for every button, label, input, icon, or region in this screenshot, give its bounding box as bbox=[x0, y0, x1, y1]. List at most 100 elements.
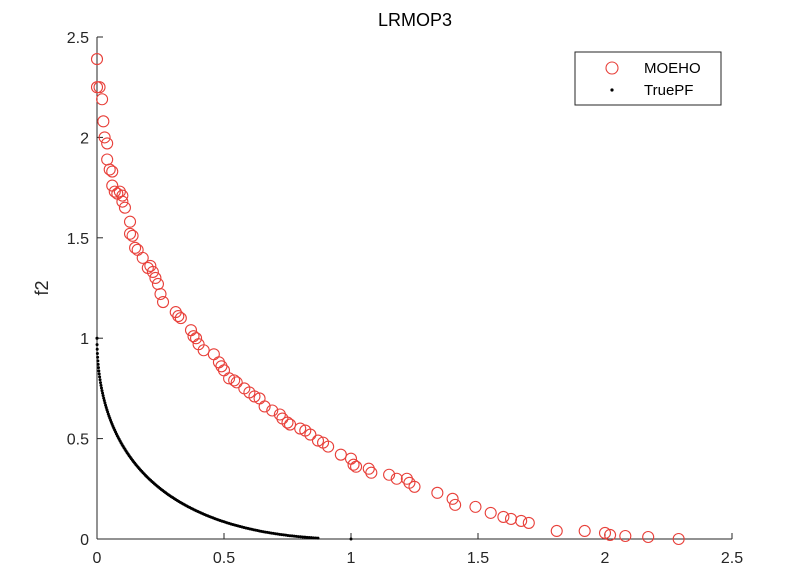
moeho-point bbox=[174, 312, 187, 325]
legend-moeho-marker bbox=[605, 61, 619, 75]
legend: MOEHO TruePF bbox=[574, 51, 722, 106]
moeho-point bbox=[103, 163, 116, 176]
moeho-point bbox=[431, 486, 444, 499]
moeho-point bbox=[383, 468, 396, 481]
moeho-point bbox=[123, 215, 137, 228]
moeho-point bbox=[248, 390, 261, 403]
y-axis-label: f2 bbox=[32, 280, 52, 295]
moeho-point bbox=[281, 416, 294, 429]
moeho-point bbox=[522, 516, 535, 529]
moeho-point bbox=[578, 524, 591, 538]
truepf-point bbox=[97, 369, 101, 373]
moeho-point bbox=[642, 530, 655, 544]
truepf-point bbox=[303, 535, 307, 539]
moeho-point bbox=[136, 251, 149, 264]
moeho-point bbox=[149, 271, 162, 285]
truepf-point bbox=[309, 536, 313, 540]
moeho-point bbox=[146, 265, 159, 278]
moeho-point bbox=[101, 137, 114, 150]
moeho-point bbox=[154, 287, 167, 301]
moeho-point bbox=[97, 115, 110, 128]
truepf-point bbox=[96, 366, 100, 370]
moeho-point bbox=[449, 498, 462, 511]
axes bbox=[96, 37, 732, 540]
moeho-point bbox=[672, 532, 685, 546]
y-tick-label: 1 bbox=[80, 331, 89, 348]
tick-labels: 0 0.5 1 1.5 2 2.5 0 0.5 1 1.5 2 2.5 bbox=[67, 30, 743, 567]
moeho-point bbox=[228, 374, 241, 387]
moeho-point bbox=[118, 201, 131, 214]
legend-truepf-label: TruePF bbox=[644, 82, 693, 99]
x-tick-label: 0 bbox=[93, 550, 102, 567]
truepf-point bbox=[96, 359, 100, 363]
truepf-point bbox=[299, 535, 303, 539]
moeho-point bbox=[90, 53, 104, 66]
moeho-point bbox=[98, 131, 111, 144]
truepf-point bbox=[102, 396, 106, 400]
truepf-point bbox=[96, 355, 100, 359]
truepf-point bbox=[95, 343, 99, 347]
moeho-point bbox=[294, 422, 307, 435]
moeho-point bbox=[116, 195, 129, 208]
legend-box bbox=[574, 51, 722, 106]
truepf-point bbox=[307, 536, 311, 540]
truepf-point bbox=[99, 386, 103, 390]
truepf-point bbox=[101, 394, 105, 398]
moeho-point bbox=[390, 472, 403, 485]
moeho-point bbox=[123, 227, 137, 240]
truepf-point bbox=[101, 391, 105, 395]
moeho-point bbox=[108, 185, 121, 198]
moeho-point bbox=[129, 241, 142, 254]
moeho-point bbox=[258, 400, 271, 413]
legend-moeho-label: MOEHO bbox=[644, 60, 701, 77]
y-tick-label: 2.5 bbox=[67, 30, 89, 47]
truepf-point bbox=[95, 351, 99, 355]
truepf-point bbox=[349, 537, 353, 541]
y-tick-label: 1.5 bbox=[67, 231, 89, 248]
moeho-point bbox=[446, 492, 459, 505]
truepf-series bbox=[95, 336, 353, 541]
truepf-point bbox=[98, 375, 102, 379]
moeho-point bbox=[90, 81, 104, 94]
truepf-point bbox=[98, 378, 102, 382]
moeho-point bbox=[283, 418, 297, 431]
moeho-point bbox=[96, 93, 109, 106]
truepf-point bbox=[97, 372, 101, 376]
moeho-point bbox=[223, 372, 236, 385]
moeho-point bbox=[93, 81, 106, 94]
moeho-point bbox=[322, 440, 335, 453]
x-tick-label: 1.5 bbox=[467, 550, 489, 567]
tick-marks bbox=[96, 36, 733, 540]
truepf-point bbox=[316, 536, 320, 540]
truepf-point bbox=[95, 336, 99, 340]
moeho-point bbox=[408, 480, 421, 493]
truepf-point bbox=[95, 347, 99, 351]
moeho-point bbox=[230, 376, 243, 389]
moeho-point bbox=[126, 229, 139, 242]
moeho-point bbox=[266, 404, 279, 417]
moeho-point bbox=[604, 528, 617, 542]
truepf-point bbox=[312, 536, 316, 540]
moeho-point bbox=[598, 526, 612, 540]
moeho-point bbox=[365, 466, 378, 479]
truepf-point bbox=[314, 536, 318, 540]
x-tick-label: 1 bbox=[347, 550, 356, 567]
moeho-point bbox=[172, 310, 185, 323]
moeho-point bbox=[304, 428, 317, 441]
moeho-point bbox=[156, 296, 170, 309]
moeho-point bbox=[497, 510, 510, 523]
chart-title: LRMOP3 bbox=[378, 10, 452, 30]
moeho-point bbox=[116, 189, 129, 202]
truepf-point bbox=[99, 381, 103, 385]
moeho-point bbox=[619, 529, 632, 543]
legend-truepf-marker bbox=[610, 88, 614, 92]
x-tick-label: 2 bbox=[601, 550, 610, 567]
y-tick-label: 0.5 bbox=[67, 432, 89, 449]
y-tick-label: 2 bbox=[80, 130, 89, 147]
moeho-point bbox=[350, 460, 363, 473]
moeho-point bbox=[484, 506, 497, 519]
x-tick-label: 2.5 bbox=[721, 550, 743, 567]
truepf-point bbox=[103, 401, 107, 405]
moeho-point bbox=[347, 458, 360, 471]
